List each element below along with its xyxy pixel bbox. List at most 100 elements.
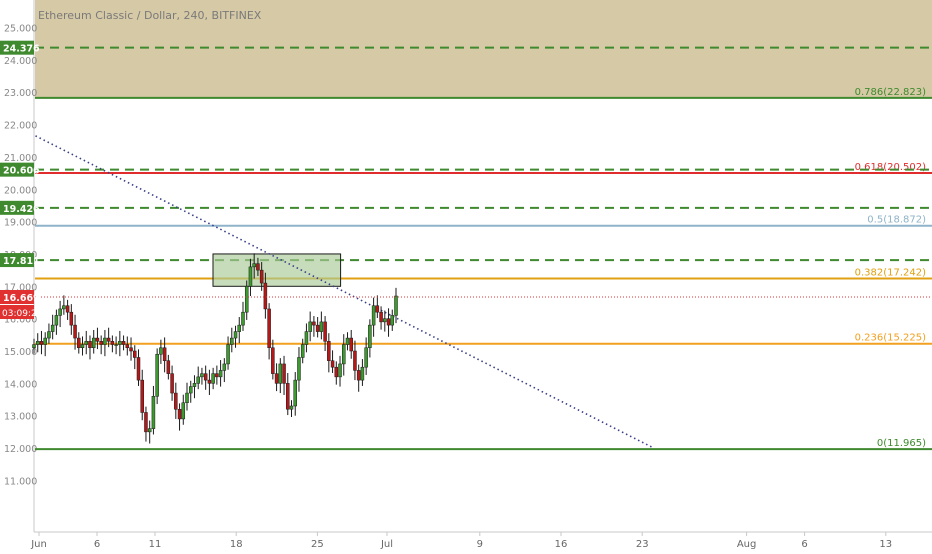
dashed-level-tag: [0, 40, 34, 55]
candle-body: [304, 331, 309, 345]
candle-body: [286, 383, 290, 410]
candle-body: [233, 331, 238, 339]
candle-body: [110, 341, 115, 345]
candle-body: [353, 350, 357, 371]
candle-body: [185, 392, 189, 404]
candle-body: [368, 324, 372, 349]
candle-body: [99, 341, 103, 345]
countdown-tag-label: 03:09:29: [2, 309, 43, 319]
x-tick-label: 25: [311, 539, 324, 550]
x-tick-label: 6: [94, 539, 100, 550]
candle-body: [203, 373, 208, 381]
fib-level-label: 0(11.965): [877, 438, 926, 449]
candle-body: [166, 360, 171, 374]
candle-body: [293, 379, 297, 407]
candle-body: [39, 341, 44, 345]
candle-body: [88, 341, 92, 349]
y-tick-label: 16.000: [4, 315, 37, 326]
candle-body: [192, 383, 197, 387]
candle-body: [58, 308, 62, 316]
candle-body: [136, 357, 141, 381]
x-tick-label: 9: [477, 539, 483, 550]
candle-body: [84, 341, 88, 345]
dashed-level-tag-label: 17.811: [3, 256, 40, 267]
candle-body: [207, 379, 212, 384]
candle-body: [200, 373, 204, 378]
candle-body: [222, 363, 227, 371]
dashed-level-tag-label: 20.606: [3, 166, 40, 177]
candle-body: [170, 373, 174, 394]
candle-body: [241, 311, 245, 326]
candle-body: [259, 269, 264, 284]
candle-body: [50, 324, 55, 332]
candle-body: [215, 373, 219, 378]
fib-level-label: 0.618(20.502): [855, 162, 927, 173]
fib-level-label: 0.236(15.225): [855, 333, 927, 344]
candle-body: [342, 344, 346, 365]
candle-body: [125, 344, 130, 349]
candle-body: [151, 396, 156, 429]
candle-body: [386, 318, 391, 326]
x-tick-label: 18: [230, 539, 243, 550]
y-tick-label: 14.000: [4, 379, 37, 390]
y-tick-label: 19.000: [4, 218, 37, 229]
countdown-tag: [0, 305, 34, 320]
candle-body: [364, 347, 368, 368]
demand-zone-box: [212, 253, 342, 287]
candle-body: [252, 263, 256, 268]
candle-body: [196, 376, 200, 384]
candle-body: [140, 379, 144, 413]
candle-body: [330, 360, 335, 368]
dashed-level-tag-label: 19.426: [3, 204, 40, 215]
candle-body: [394, 295, 398, 316]
x-tick-label: 6: [801, 539, 807, 550]
y-tick-label: 11.000: [4, 476, 37, 487]
candle-body: [230, 337, 234, 345]
x-tick-label: 16: [555, 539, 568, 550]
last-price-tag: [0, 290, 34, 305]
fib-level-label: 0.786(22.823): [855, 87, 927, 98]
candle-body: [345, 337, 350, 345]
dashed-level-tag: [0, 162, 34, 177]
candle-body: [308, 321, 312, 332]
candle-body: [390, 315, 395, 326]
candle-body: [289, 405, 294, 410]
candle-body: [297, 357, 301, 381]
candle-body: [43, 337, 47, 345]
dashed-level-tag-label: 24.376: [3, 44, 40, 55]
candle-body: [77, 337, 81, 349]
candle-body: [54, 315, 59, 326]
candle-body: [315, 324, 320, 332]
y-tick-label: 17.000: [4, 282, 37, 293]
x-tick-label: Jul: [380, 539, 393, 550]
y-tick-label: 13.000: [4, 412, 37, 423]
chart-title: Ethereum Classic / Dollar, 240, BITFINEX: [38, 9, 262, 22]
candle-body: [379, 311, 383, 323]
candle-body: [334, 366, 339, 378]
candle-body: [248, 266, 253, 287]
last-price-tag-label: 16.669: [3, 293, 40, 304]
candle-body: [95, 337, 100, 342]
candle-body: [349, 337, 353, 352]
y-tick-label: 12.000: [4, 444, 37, 455]
candle-body: [327, 341, 331, 361]
candle-body: [174, 392, 178, 410]
candle-body: [32, 344, 36, 349]
y-tick-label: 24.000: [4, 56, 37, 67]
candle-body: [360, 366, 365, 381]
x-tick-label: Jun: [30, 539, 47, 550]
x-tick-label: Aug: [737, 539, 757, 550]
candle-body: [356, 370, 361, 381]
candle-body: [282, 363, 286, 384]
candle-body: [319, 321, 324, 332]
y-tick-label: 23.000: [4, 88, 37, 99]
candle-body: [312, 321, 316, 326]
candle-body: [114, 344, 118, 346]
candle-body: [129, 347, 133, 352]
fib-level-label: 0.5(18.872): [867, 215, 926, 226]
candle-body: [80, 344, 85, 349]
candle-body: [35, 341, 40, 345]
candle-body: [338, 363, 342, 378]
x-tick-label: 13: [879, 539, 892, 550]
